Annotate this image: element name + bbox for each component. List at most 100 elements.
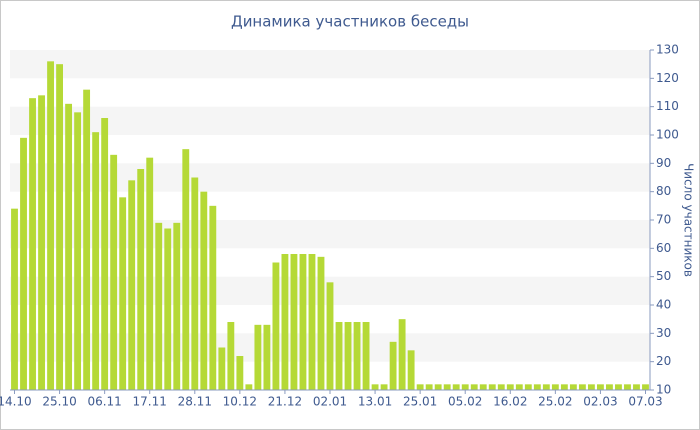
bar	[29, 98, 36, 391]
bar	[642, 384, 649, 390]
bar	[606, 384, 613, 390]
bar	[128, 180, 136, 390]
y-axis-label: Число участников	[682, 163, 696, 277]
y-tick-label: 100	[656, 128, 679, 142]
bar	[236, 356, 244, 390]
y-tick-label: 10	[656, 383, 671, 397]
bar	[146, 157, 154, 390]
bar	[353, 322, 361, 390]
y-tick-label: 60	[656, 241, 671, 255]
x-tick-label: 25.10	[42, 395, 76, 409]
x-tick-label: 14.10	[0, 395, 32, 409]
bar	[515, 384, 523, 390]
y-tick-label: 30	[656, 326, 671, 340]
bar	[443, 384, 451, 390]
bar	[209, 205, 217, 390]
bar	[371, 384, 379, 390]
bar	[461, 384, 469, 390]
grid-band	[10, 50, 650, 79]
y-tick-label: 120	[656, 71, 679, 85]
bar	[101, 118, 109, 390]
x-tick-label: 25.02	[538, 395, 572, 409]
bar	[578, 384, 586, 390]
bar	[587, 384, 595, 390]
bar	[137, 169, 145, 390]
bar	[38, 95, 45, 390]
x-tick-label: 02.01	[313, 395, 347, 409]
bar	[272, 262, 280, 390]
y-tick-label: 130	[656, 43, 679, 57]
x-tick-label: 07.03	[628, 395, 662, 409]
bar	[533, 384, 541, 390]
bar	[335, 322, 343, 390]
bar	[245, 384, 253, 390]
bar	[65, 103, 73, 390]
bar	[47, 61, 54, 390]
y-tick-label: 40	[656, 298, 671, 312]
chart-title: Динамика участников беседы	[231, 13, 469, 31]
x-tick-label: 10.12	[223, 395, 257, 409]
bar	[254, 324, 262, 390]
bar	[74, 112, 82, 390]
bar	[452, 384, 460, 390]
x-tick-label: 25.01	[403, 395, 437, 409]
bar	[524, 384, 532, 390]
bar	[173, 222, 181, 390]
bar	[624, 384, 631, 390]
x-tick-label: 05.02	[448, 395, 482, 409]
bar	[551, 384, 559, 390]
bar	[398, 319, 406, 390]
bar	[488, 384, 496, 390]
bar	[119, 197, 127, 390]
bar	[92, 132, 100, 390]
grid-band	[10, 106, 650, 135]
bar	[633, 384, 640, 390]
bar	[569, 384, 577, 390]
bar	[191, 177, 199, 390]
bar	[560, 384, 568, 390]
bar	[362, 322, 370, 390]
x-tick-label: 02.03	[583, 395, 617, 409]
bar	[615, 384, 622, 390]
bar	[542, 384, 550, 390]
x-tick-label: 28.11	[178, 395, 212, 409]
bar	[290, 254, 298, 390]
bar	[416, 384, 424, 390]
bar	[155, 222, 163, 390]
bar	[56, 64, 64, 391]
bar	[470, 384, 478, 390]
bar	[434, 384, 442, 390]
bar	[389, 341, 397, 390]
bar	[110, 154, 118, 390]
y-tick-label: 70	[656, 213, 671, 227]
y-tick-label: 50	[656, 269, 671, 283]
bar	[164, 228, 172, 390]
bar	[344, 322, 352, 390]
bar	[11, 208, 18, 390]
x-tick-label: 21.12	[268, 395, 302, 409]
y-tick-label: 20	[656, 354, 671, 368]
x-tick-label: 16.02	[493, 395, 527, 409]
x-tick-label: 17.11	[133, 395, 167, 409]
bar	[299, 254, 307, 390]
bar	[227, 322, 235, 390]
bar	[380, 384, 388, 390]
bar	[479, 384, 487, 390]
bar	[308, 254, 316, 390]
bar	[182, 149, 190, 390]
bar	[407, 350, 415, 390]
bar	[20, 137, 27, 390]
bar	[596, 384, 604, 390]
bar	[218, 347, 226, 390]
bar	[263, 324, 271, 390]
y-tick-label: 110	[656, 99, 679, 113]
x-tick-label: 13.01	[358, 395, 392, 409]
bar	[425, 384, 433, 390]
bar	[281, 254, 289, 390]
bar	[317, 256, 325, 390]
y-tick-label: 80	[656, 184, 671, 198]
bar	[497, 384, 505, 390]
x-tick-label: 06.11	[87, 395, 121, 409]
bar	[326, 282, 334, 390]
